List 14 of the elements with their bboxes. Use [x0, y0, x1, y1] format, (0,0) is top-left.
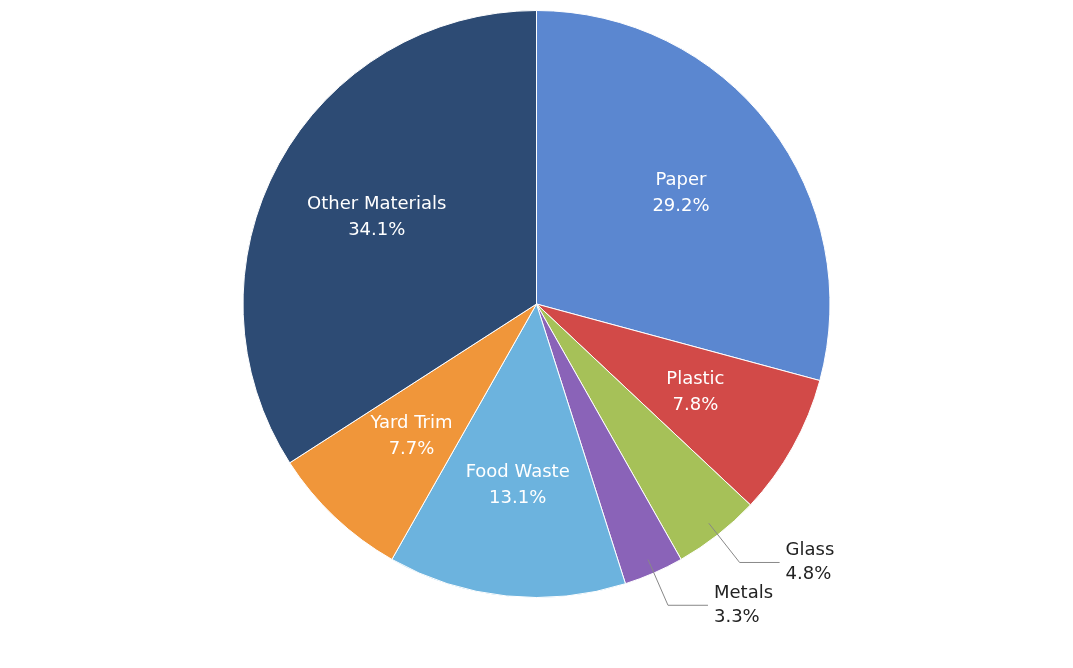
data-label: 7.8% — [672, 393, 719, 415]
data-label: 4.8% — [785, 562, 832, 584]
slice-label: Glass — [785, 538, 835, 560]
slice-label: Yard Trim — [369, 410, 453, 432]
data-label: 7.7% — [388, 436, 435, 458]
data-label: 3.3% — [714, 604, 760, 626]
slice-label: Metals — [714, 580, 774, 602]
data-label: 34.1% — [348, 217, 406, 239]
slice-label: Paper — [655, 168, 708, 190]
slice-label: Food Waste — [465, 459, 570, 481]
slice-label: Plastic — [666, 367, 725, 389]
slice-label: Other Materials — [307, 191, 447, 213]
data-label: 13.1% — [489, 485, 547, 507]
data-label: 29.2% — [652, 194, 710, 216]
